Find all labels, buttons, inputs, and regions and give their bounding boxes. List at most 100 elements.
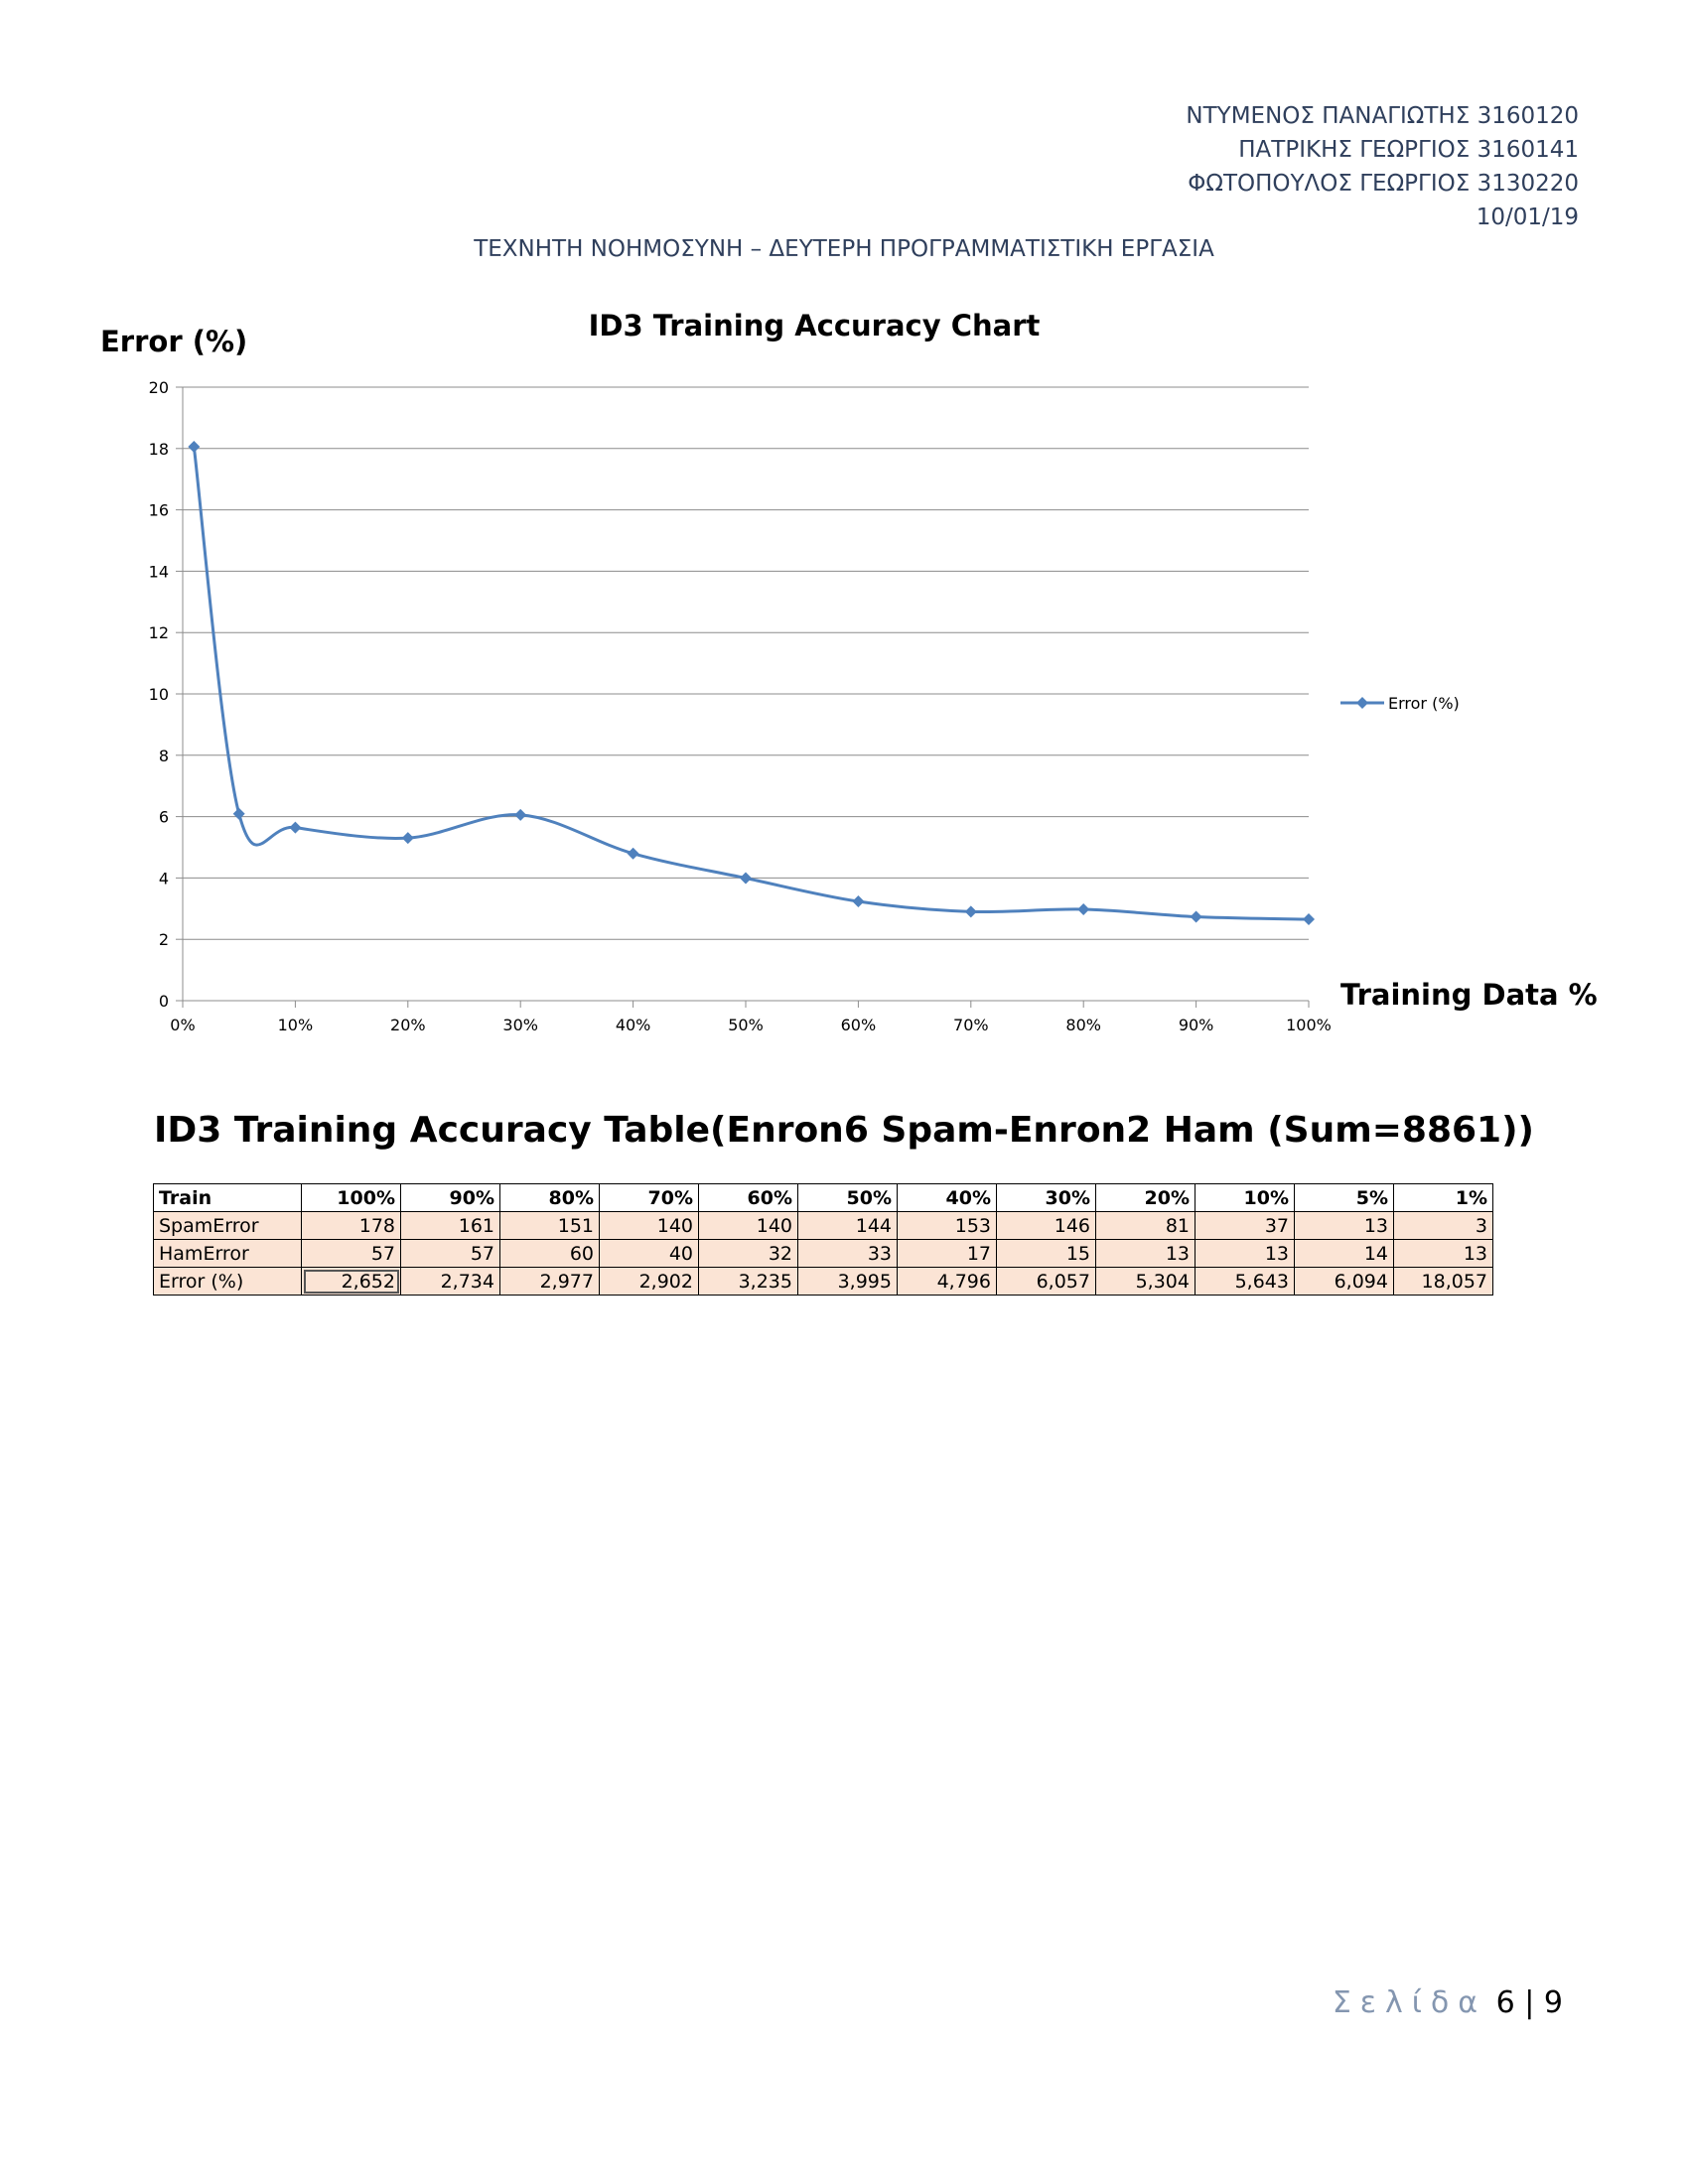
table-cell: 2,652	[301, 1267, 401, 1296]
page-separator: |	[1524, 1985, 1535, 2020]
data-point	[401, 832, 414, 845]
page-footer: Σελίδα 6 | 9	[1333, 1985, 1563, 2020]
document-date: 10/01/19	[1476, 205, 1579, 230]
y-tick-label: 2	[159, 930, 169, 949]
table-cell: 13	[1095, 1239, 1196, 1268]
y-tick-label: 4	[159, 869, 169, 887]
table-cell: 90%	[400, 1183, 500, 1212]
table-cell: 5%	[1294, 1183, 1394, 1212]
row-label-cell: Train	[153, 1183, 302, 1212]
table-cell: 153	[897, 1211, 997, 1240]
row-label-cell: HamError	[153, 1239, 302, 1268]
x-axis-label: Training Data %	[1340, 978, 1598, 1012]
authors-block: ΝΤΥΜΕΝΟΣ ΠΑΝΑΓΙΩΤΗΣ 3160120 ΠΑΤΡΙΚΗΣ ΓΕΩ…	[1186, 99, 1579, 234]
author-line: ΦΩΤΟΠΟΥΛΟΣ ΓΕΩΡΓΙΟΣ 3130220	[1188, 171, 1579, 197]
data-point	[289, 821, 302, 834]
table-cell: 178	[301, 1211, 401, 1240]
table-cell: 40	[599, 1239, 699, 1268]
table-cell: 100%	[301, 1183, 401, 1212]
table-cell: 60%	[698, 1183, 798, 1212]
y-tick-label: 8	[159, 747, 169, 765]
table-cell: 30%	[996, 1183, 1096, 1212]
x-tick-label: 30%	[502, 1016, 538, 1034]
table-cell: 3,995	[797, 1267, 898, 1296]
table-cell: 146	[996, 1211, 1096, 1240]
table-cell: 13	[1393, 1239, 1493, 1268]
table-cell: 33	[797, 1239, 898, 1268]
table-cell: 151	[499, 1211, 600, 1240]
table-cell: 13	[1294, 1211, 1394, 1240]
y-tick-label: 18	[149, 440, 169, 459]
table-cell: 5,304	[1095, 1267, 1196, 1296]
y-tick-label: 20	[149, 378, 169, 397]
y-tick-label: 0	[159, 992, 169, 1011]
data-point	[1190, 910, 1202, 923]
data-point	[1303, 913, 1315, 926]
table-cell: 2,977	[499, 1267, 600, 1296]
table-cell: 18,057	[1393, 1267, 1493, 1296]
legend-marker	[1356, 697, 1368, 709]
table-cell: 140	[698, 1211, 798, 1240]
table-row: SpamError 178 161 151 140 140 144 153 146 81 37 13 3	[153, 1211, 1493, 1240]
table-cell: 3,235	[698, 1267, 798, 1296]
page-number: 6	[1495, 1985, 1515, 2020]
accuracy-chart: ID3 Training Accuracy Chart Error (%) Trai…	[100, 309, 1598, 1034]
accuracy-table: Train 100% 90% 80% 70% 60% 50% 40% 30% 20% 10% 5% 1%…	[153, 1183, 1493, 1296]
table-cell: 14	[1294, 1239, 1394, 1268]
table-cell: 1%	[1393, 1183, 1493, 1212]
table-cell: 10%	[1195, 1183, 1295, 1212]
table-cell: 70%	[599, 1183, 699, 1212]
table-cell: 5,643	[1195, 1267, 1295, 1296]
chart-title: ID3 Training Accuracy Chart	[589, 309, 1041, 342]
author-line: ΠΑΤΡΙΚΗΣ ΓΕΩΡΓΙΟΣ 3160141	[1238, 137, 1579, 163]
x-tick-label: 0%	[170, 1016, 195, 1034]
table-cell: 161	[400, 1211, 500, 1240]
table-cell: 20%	[1095, 1183, 1196, 1212]
series-line	[192, 446, 1310, 921]
table-cell: 32	[698, 1239, 798, 1268]
y-tick-label: 10	[149, 685, 169, 704]
table-row: HamError 57 57 60 40 32 33 17 15 13 13 14 13	[153, 1239, 1493, 1268]
y-tick-label: 6	[159, 808, 169, 827]
table-cell: 57	[400, 1239, 500, 1268]
table-cell: 81	[1095, 1211, 1196, 1240]
table-cell: 4,796	[897, 1267, 997, 1296]
legend-entry: Error (%)	[1388, 694, 1460, 713]
y-axis-label: Error (%)	[100, 325, 247, 358]
table-cell: 80%	[499, 1183, 600, 1212]
total-pages: 9	[1543, 1985, 1563, 2020]
table-title: ID3 Training Accuracy Table(Enron6 Spam-…	[153, 1110, 1535, 1151]
table-row: Error (%) 2,652 2,734 2,977 2,902 3,235 3,995 4…	[153, 1267, 1493, 1296]
data-point	[514, 808, 527, 821]
table-cell: 2,902	[599, 1267, 699, 1296]
table-cell: 57	[301, 1239, 401, 1268]
y-tick-label: 14	[149, 562, 169, 581]
table-cell: 37	[1195, 1211, 1295, 1240]
table-cell: 17	[897, 1239, 997, 1268]
document-subtitle: ΤΕΧΝΗΤΗ ΝΟΗΜΟΣΥΝΗ – ΔΕΥΤΕΡΗ ΠΡΟΓΡΑΜΜΑΤΙΣ…	[474, 236, 1214, 262]
table-cell: 6,057	[996, 1267, 1096, 1296]
table-cell: 13	[1195, 1239, 1295, 1268]
data-point	[740, 872, 752, 885]
data-point	[964, 905, 977, 918]
x-tick-label: 10%	[278, 1016, 314, 1034]
table-cell: 3	[1393, 1211, 1493, 1240]
x-tick-label: 40%	[616, 1016, 651, 1034]
data-point	[852, 895, 865, 908]
table-cell: 15	[996, 1239, 1096, 1268]
x-tick-label: 100%	[1286, 1016, 1332, 1034]
table-cell: 144	[797, 1211, 898, 1240]
data-point	[627, 847, 639, 860]
author-line: ΝΤΥΜΕΝΟΣ ΠΑΝΑΓΙΩΤΗΣ 3160120	[1186, 103, 1579, 129]
page-word: Σελίδα	[1332, 1985, 1487, 2020]
table-cell: 40%	[897, 1183, 997, 1212]
data-point	[1077, 903, 1090, 916]
row-label-cell: SpamError	[153, 1211, 302, 1240]
row-label-cell: Error (%)	[153, 1267, 302, 1296]
table-cell: 50%	[797, 1183, 898, 1212]
x-tick-label: 70%	[953, 1016, 989, 1034]
x-tick-label: 80%	[1065, 1016, 1101, 1034]
y-tick-label: 16	[149, 501, 169, 520]
table-cell: 140	[599, 1211, 699, 1240]
x-tick-label: 90%	[1179, 1016, 1214, 1034]
